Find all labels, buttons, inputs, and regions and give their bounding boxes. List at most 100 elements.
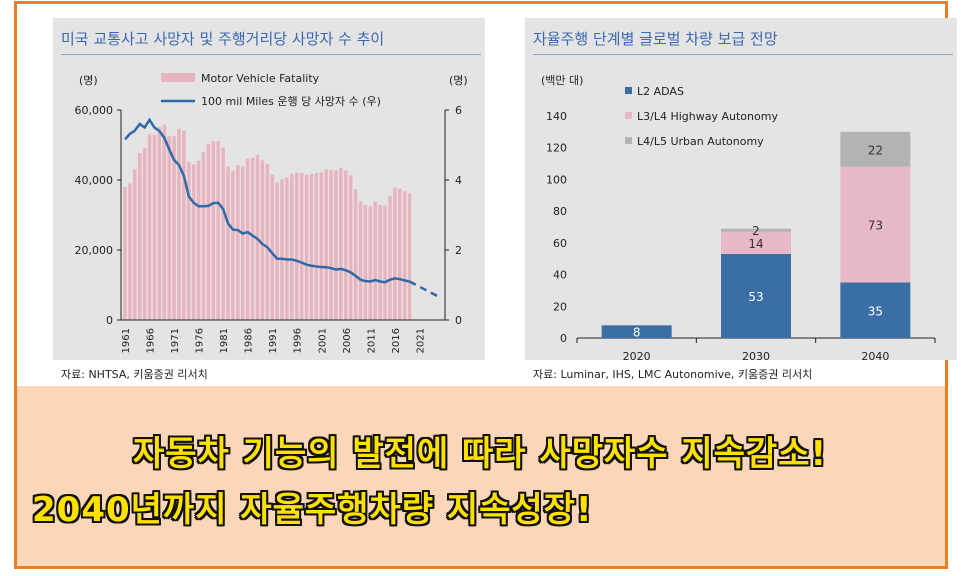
left-title-rule — [61, 54, 481, 55]
fatality-bar — [231, 170, 235, 320]
fatality-bar — [152, 134, 157, 320]
y-tick-label: 100 — [546, 173, 567, 186]
fatality-bar — [407, 193, 412, 320]
fatality-bar — [299, 173, 304, 320]
x-tick-label: 1961 — [121, 328, 132, 353]
fatality-bar — [383, 205, 387, 320]
y-tick-label: 140 — [546, 110, 567, 123]
fatality-bar — [245, 158, 250, 320]
legend-label-fatality: Motor Vehicle Fatality — [201, 72, 320, 85]
x-tick-label: 1981 — [219, 328, 230, 353]
right-chart-title: 자율주행 단계별 글로벌 차량 보급 전망 — [533, 30, 778, 48]
fatality-bar — [285, 177, 289, 320]
left-tick-label: 40,000 — [75, 174, 114, 187]
legend-label-rate: 100 mil Miles 운행 당 사망자 수 (우) — [201, 95, 381, 108]
data-label: 73 — [868, 219, 883, 233]
fatality-bar — [162, 124, 167, 320]
autonomy-chart-panel: 자율주행 단계별 글로벌 차량 보급 전망 (백만 대) 0 20 40 60 80 100… — [525, 18, 957, 381]
x-tick-label: 2021 — [415, 328, 426, 353]
fatality-bar — [270, 174, 274, 320]
right-tick-label: 0 — [455, 314, 462, 327]
left-tick-label: 20,000 — [75, 244, 114, 257]
fatality-bar — [177, 128, 181, 320]
fatality-bar — [294, 172, 299, 320]
headline-line-2: 2040년까지 자율주행차량 지속성장! — [32, 490, 593, 530]
fatality-bar — [319, 172, 324, 320]
left-tick-label: 0 — [106, 314, 113, 327]
rate-line — [124, 117, 410, 284]
right-axis-unit: (명) — [449, 74, 468, 87]
x-tick-label: 2016 — [391, 328, 402, 353]
x-tick-label: 1996 — [293, 328, 304, 353]
legend-swatch — [625, 87, 632, 94]
fatality-bar — [329, 169, 333, 320]
fatality-bar — [275, 182, 279, 320]
x-tick-label: 1971 — [170, 328, 181, 353]
fatality-bar — [201, 152, 206, 320]
charts-area: 미국 교통사고 사망자 및 주행거리당 사망자 수 추이 (명) (명) Motor… — [17, 4, 957, 386]
y-tick-label: 60 — [553, 237, 567, 250]
fatality-bar — [402, 191, 407, 320]
x-tick-label: 1986 — [244, 328, 255, 353]
data-label: 35 — [868, 304, 883, 318]
data-label: 22 — [868, 143, 883, 157]
stacked-bar-segment — [840, 282, 911, 338]
fatality-bar — [142, 148, 147, 320]
fatality-bar — [137, 153, 142, 320]
right-tick-label: 4 — [455, 174, 462, 187]
stacked-bar-segment — [721, 228, 791, 232]
data-label: 8 — [633, 326, 641, 340]
headline-line-1: 자동차 기능의 발전에 따라 사망자수 지속감소! — [132, 434, 827, 474]
fatality-bar — [290, 173, 294, 320]
legend-label: L2 ADAS — [637, 85, 684, 98]
fatality-bar — [388, 195, 392, 320]
fatality-bar — [309, 174, 314, 320]
fatality-bar — [358, 201, 363, 320]
x-tick-label: 1966 — [146, 328, 157, 353]
stacked-bar-segment — [601, 325, 672, 338]
x-tick-label: 1976 — [195, 328, 206, 353]
fatality-bar — [206, 143, 211, 320]
y-tick-label: 20 — [553, 300, 567, 313]
category-label: 2020 — [623, 350, 651, 360]
x-tick-label: 2001 — [317, 328, 328, 353]
rate-projection-line — [408, 280, 440, 299]
fatality-bar — [280, 179, 284, 320]
fatality-chart: (명) (명) Motor Vehicle Fatality 100 mil Mile… — [75, 72, 468, 353]
right-tick-label: 2 — [455, 244, 462, 257]
data-label: 53 — [748, 290, 763, 304]
stacked-bar-segment — [721, 253, 791, 338]
right-source-note: 자료: Luminar, IHS, LMC Autonomive, 키움증권 리… — [533, 368, 813, 381]
fatality-bar — [260, 160, 265, 320]
fatality-bar — [250, 157, 255, 320]
fatality-bar — [157, 126, 162, 320]
fatality-bar — [304, 174, 309, 320]
fatality-bar — [216, 141, 220, 320]
left-source-note: 자료: NHTSA, 키움증권 리서치 — [61, 368, 208, 381]
legend-swatch-fatality — [161, 73, 195, 82]
y-tick-label: 80 — [553, 205, 567, 218]
fatality-bar — [221, 147, 225, 320]
category-label: 2030 — [742, 350, 770, 360]
legend-label: L3/L4 Highway Autonomy — [637, 110, 778, 123]
legend-swatch — [625, 137, 632, 144]
fatality-bar — [226, 166, 230, 320]
stacked-bar-segment — [721, 231, 791, 254]
fatality-bar — [339, 167, 343, 320]
y-tick-label: 40 — [553, 269, 567, 282]
fatality-bar — [191, 164, 196, 320]
fatality-bar — [128, 183, 132, 320]
x-tick-label: 1991 — [268, 328, 279, 353]
left-tick-label: 60,000 — [75, 104, 114, 117]
left-axis-unit: (명) — [79, 74, 98, 87]
y-tick-label: 120 — [546, 142, 567, 155]
fatality-bar — [363, 204, 368, 320]
fatality-bar — [368, 206, 373, 320]
fatality-bar — [353, 189, 358, 320]
legend-swatch — [625, 112, 632, 119]
fatality-bar — [133, 169, 137, 320]
left-chart-title: 미국 교통사고 사망자 및 주행거리당 사망자 수 추이 — [61, 30, 385, 48]
fatality-bar — [265, 163, 270, 320]
fatality-bar — [324, 169, 328, 320]
data-label: 2 — [752, 224, 760, 238]
